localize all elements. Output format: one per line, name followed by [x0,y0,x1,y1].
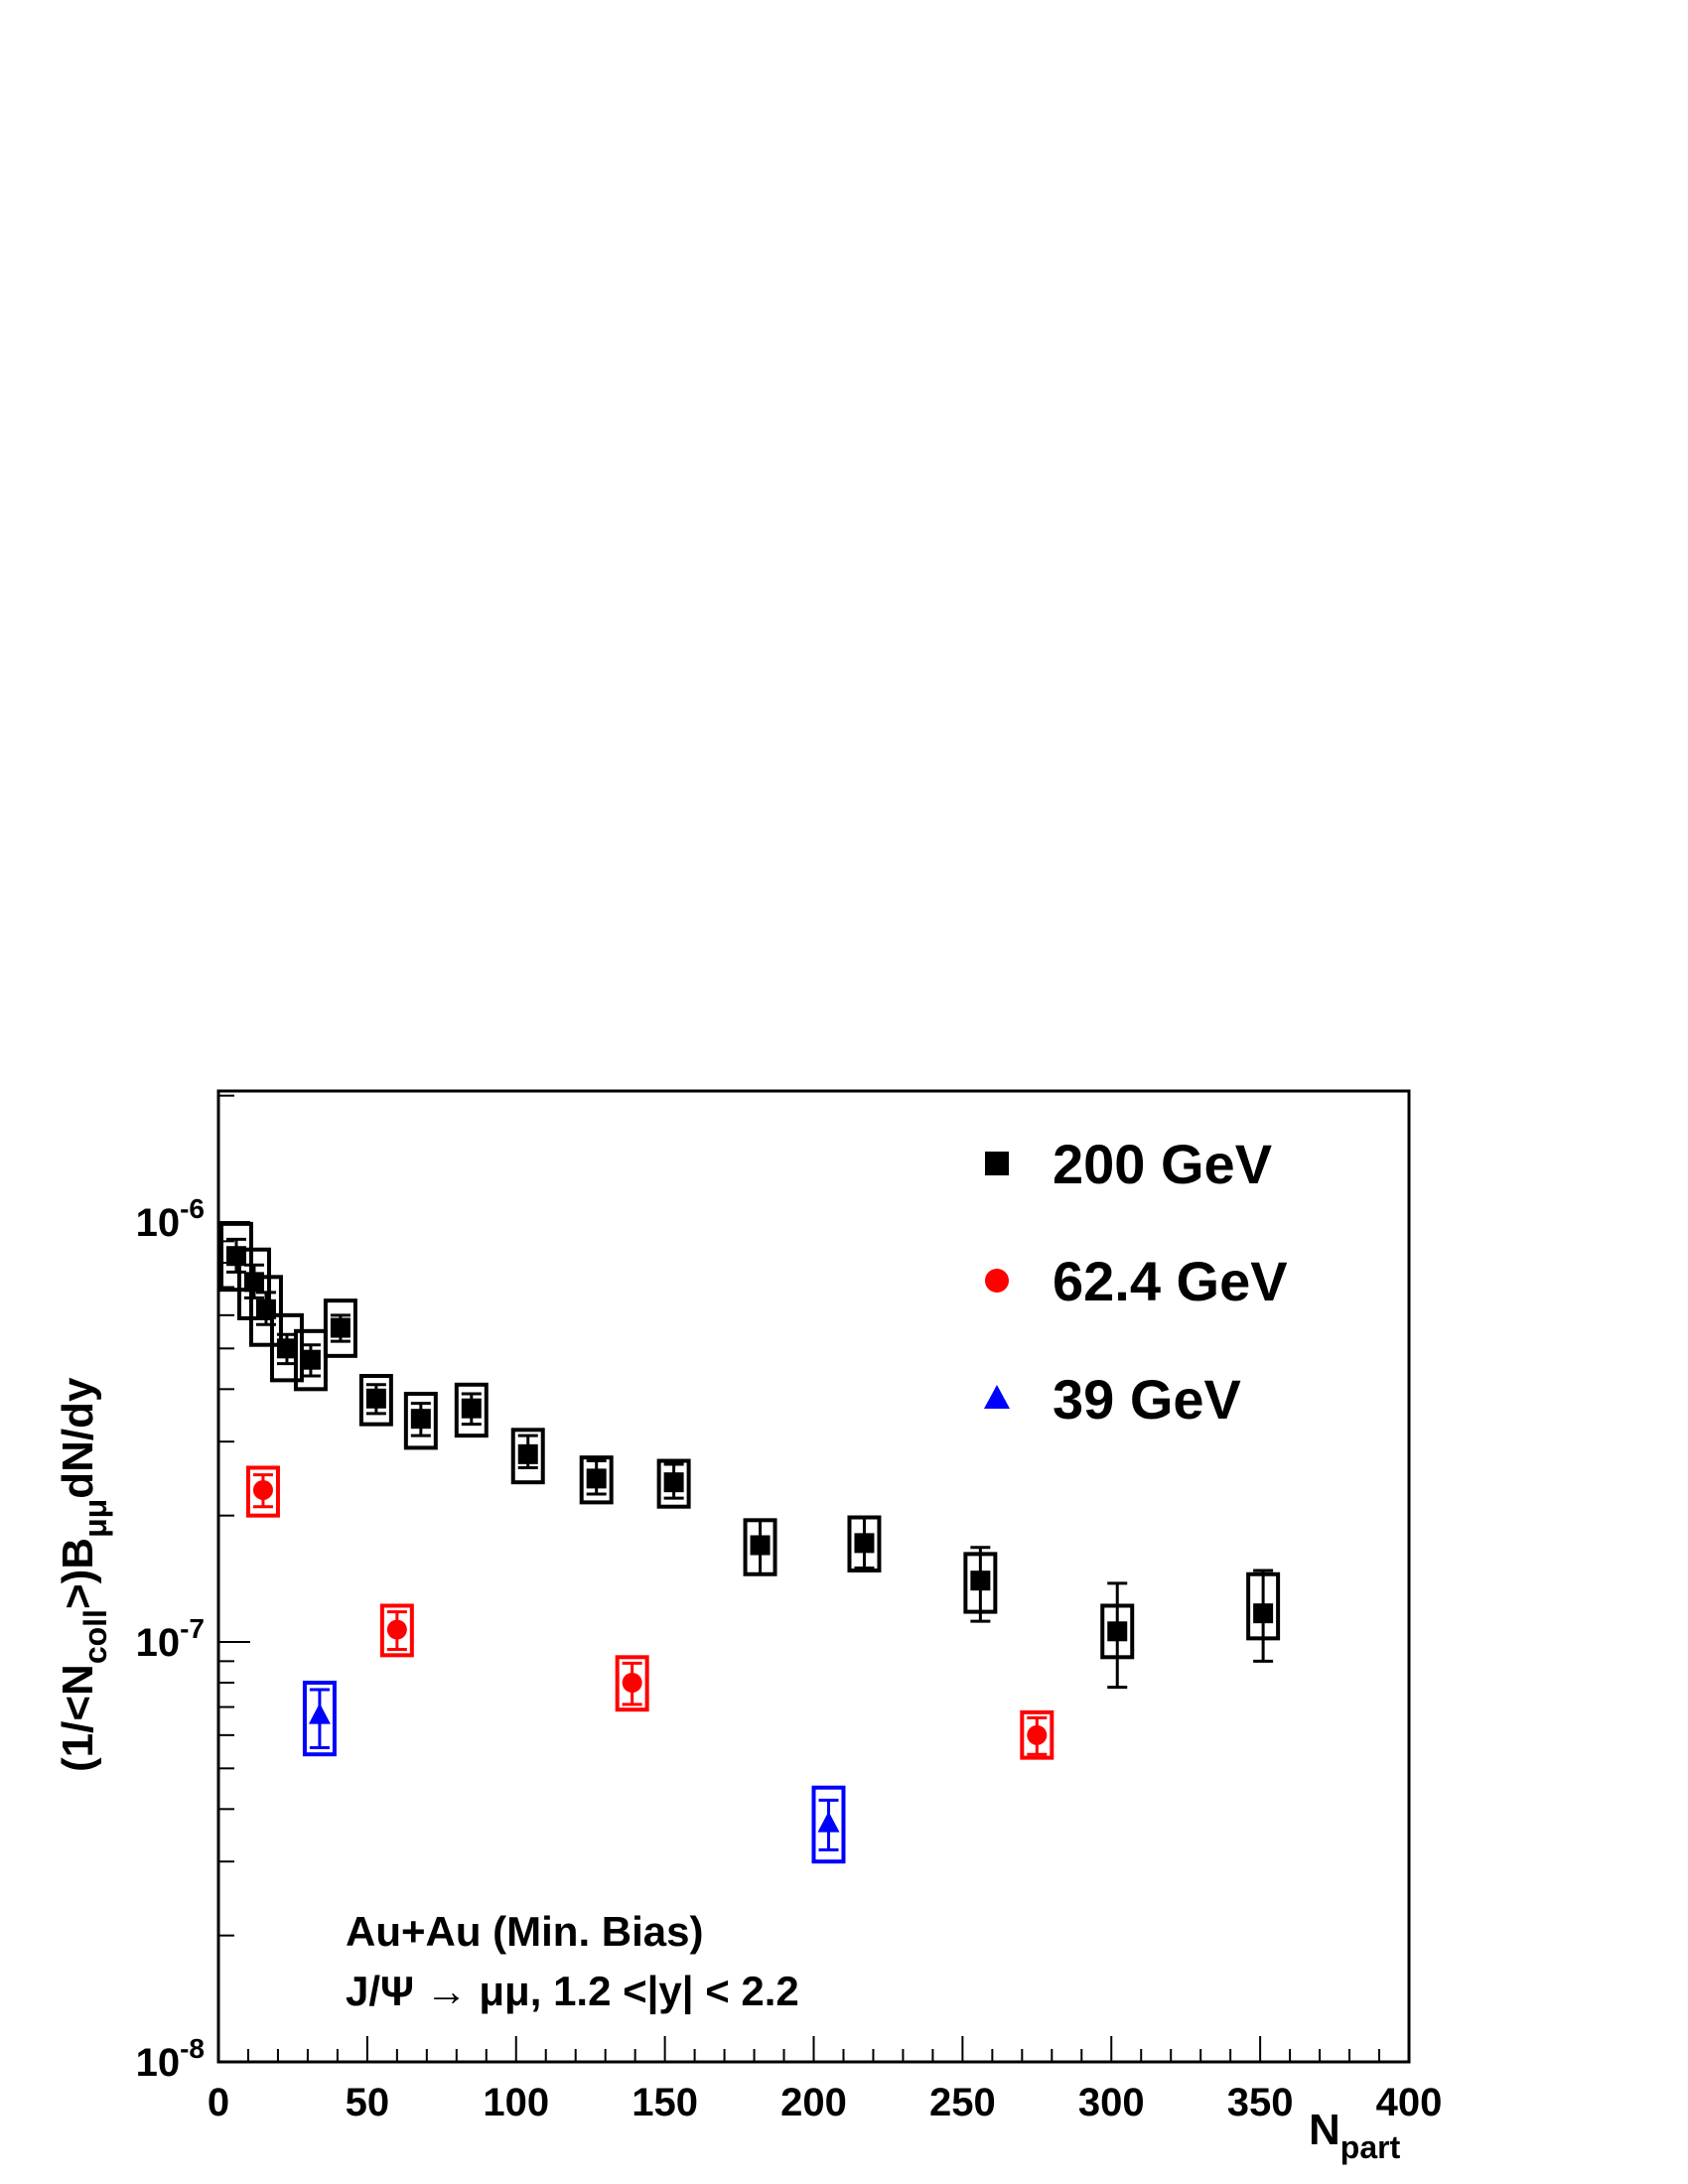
y-tick-exponent: -8 [180,2033,205,2064]
data-point-square [410,1409,431,1430]
x-tick-label: 200 [780,2081,847,2124]
systematic-box [245,1465,280,1518]
y-tick-base: 10 [136,1201,181,1245]
error-bars [225,1237,1274,1851]
y-tick-label: 10-6 [136,1193,205,1245]
data-point-circle [1027,1724,1048,1745]
systematic-box [403,1391,438,1450]
y-tick-label: 10-7 [136,1613,205,1665]
data-point-square [1107,1621,1128,1642]
data-point-square [243,1272,264,1293]
data-point-square [517,1443,538,1464]
x-tick-label: 400 [1376,2081,1443,2124]
data-point-square [461,1398,482,1419]
systematic-box [1020,1709,1055,1760]
x-tick-label: 50 [346,2081,390,2124]
data-point-triangle [817,1811,840,1833]
y-axis: 10-810-710-6 [136,1094,250,2085]
y-tick-exponent: -7 [180,1613,205,1644]
systematic-box [811,1785,846,1864]
data-point-triangle [308,1703,331,1724]
x-tick-label: 150 [632,2081,698,2124]
legend-label: 200 GeV [1053,1133,1272,1195]
data-point-circle [622,1672,642,1693]
legend-marker-square [985,1152,1009,1175]
data-markers [225,1246,1274,1833]
data-point-square [225,1246,246,1267]
x-axis: 0 50 100 150 200 250 300 350 400 [208,2036,1443,2124]
y-tick-label: 10-8 [136,2033,205,2085]
x-axis-title: Npart [1309,2106,1401,2165]
x-tick-label: 100 [483,2081,549,2124]
data-point-square [330,1317,351,1338]
y-tick-base: 10 [136,2041,181,2085]
data-point-square [1253,1603,1274,1624]
legend-label: 62.4 GeV [1053,1250,1288,1312]
y-axis-title-part3: dN/dy [54,1377,102,1499]
systematic-box [656,1458,691,1509]
y-axis-title-part2: >)B [54,1538,102,1609]
data-point-square [750,1535,771,1556]
y-tick-exponent: -6 [180,1193,205,1224]
annotation-text: J/Ψ → μμ, 1.2 <|y| < 2.2 [346,1968,799,2015]
data-point-square [276,1338,297,1359]
annotation-text: Au+Au (Min. Bias) [346,1908,704,1955]
systematic-box [302,1680,337,1757]
systematic-box [236,1247,271,1320]
systematic-box [218,1221,253,1293]
x-tick-label: 0 [208,2081,229,2124]
systematic-box [579,1455,614,1505]
systematic-boxes [218,1221,1281,1864]
systematic-box [358,1374,393,1427]
systematic-box [510,1428,545,1485]
data-point-square [970,1570,991,1591]
y-axis-title-part1: (1/<N [54,1664,102,1772]
data-point-square [255,1298,276,1319]
data-point-square [300,1349,321,1370]
systematic-box [379,1603,414,1658]
x-tick-label: 250 [929,2081,996,2124]
x-axis-title-sub: part [1340,2129,1401,2165]
systematic-box [615,1655,649,1712]
y-tick-base: 10 [136,1621,181,1665]
legend-label: 39 GeV [1053,1368,1241,1431]
annotations: Au+Au (Min. Bias) J/Ψ → μμ, 1.2 <|y| < 2.… [346,1908,799,2015]
y-axis-title-sub1: coll [77,1609,113,1664]
systematic-box [248,1275,283,1347]
data-point-square [586,1468,607,1489]
data-point-circle [386,1619,407,1640]
systematic-box [454,1382,489,1438]
legend-marker-triangle [984,1385,1010,1409]
y-axis-title: (1/<Ncoll>)BμμdN/dy [54,1377,113,1772]
legend-marker-circle [985,1269,1009,1293]
systematic-box [293,1328,328,1392]
data-point-square [854,1533,875,1554]
x-axis-title-main: N [1309,2106,1340,2154]
data-point-circle [252,1479,273,1500]
systematic-box [269,1312,304,1383]
x-tick-label: 350 [1227,2081,1294,2124]
y-axis-title-sub2: μμ [77,1499,113,1538]
x-tick-label: 300 [1078,2081,1145,2124]
data-point-square [365,1388,386,1409]
systematic-box [323,1298,357,1358]
legend: 200 GeV 62.4 GeV 39 GeV [984,1133,1288,1431]
data-point-square [663,1472,684,1493]
